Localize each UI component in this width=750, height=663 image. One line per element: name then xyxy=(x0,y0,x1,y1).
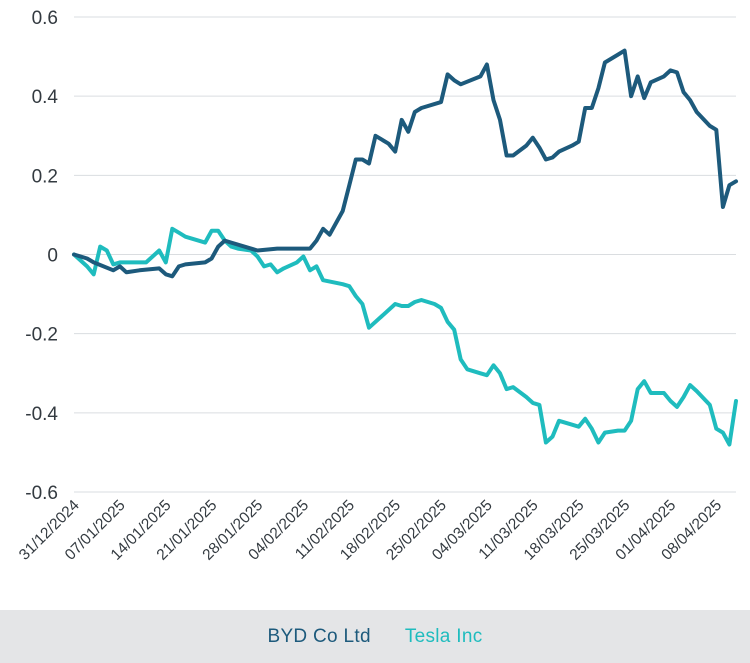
legend-item-byd: BYD Co Ltd xyxy=(267,625,371,647)
gridlines xyxy=(74,16,736,493)
y-tick-label: -0.2 xyxy=(25,325,58,346)
y-tick-label: 0.2 xyxy=(32,166,58,187)
series-line-tesla xyxy=(72,226,738,447)
y-tick-label: -0.6 xyxy=(25,483,58,504)
y-tick-label: 0 xyxy=(47,246,58,267)
y-tick-label: 0.6 xyxy=(32,8,58,29)
y-axis-ticks: 0.6 0.4 0.2 0 -0.2 -0.4 -0.6 xyxy=(25,8,58,504)
legend: BYD Co Ltd Tesla Inc xyxy=(0,610,750,663)
chart-svg: 0.6 0.4 0.2 0 -0.2 -0.4 -0.6 31/12/202407/01/2… xyxy=(16,8,738,564)
y-tick-label: 0.4 xyxy=(32,87,59,108)
y-tick-label: -0.4 xyxy=(25,404,58,425)
line-chart: 0.6 0.4 0.2 0 -0.2 -0.4 -0.6 31/12/2024 07/01/2… xyxy=(16,8,738,564)
series-lines xyxy=(72,48,738,447)
legend-item-tesla: Tesla Inc xyxy=(404,625,483,647)
series-line-byd xyxy=(72,48,738,279)
x-axis-ticks: 31/12/202407/01/202514/01/202521/01/2025… xyxy=(16,497,725,564)
